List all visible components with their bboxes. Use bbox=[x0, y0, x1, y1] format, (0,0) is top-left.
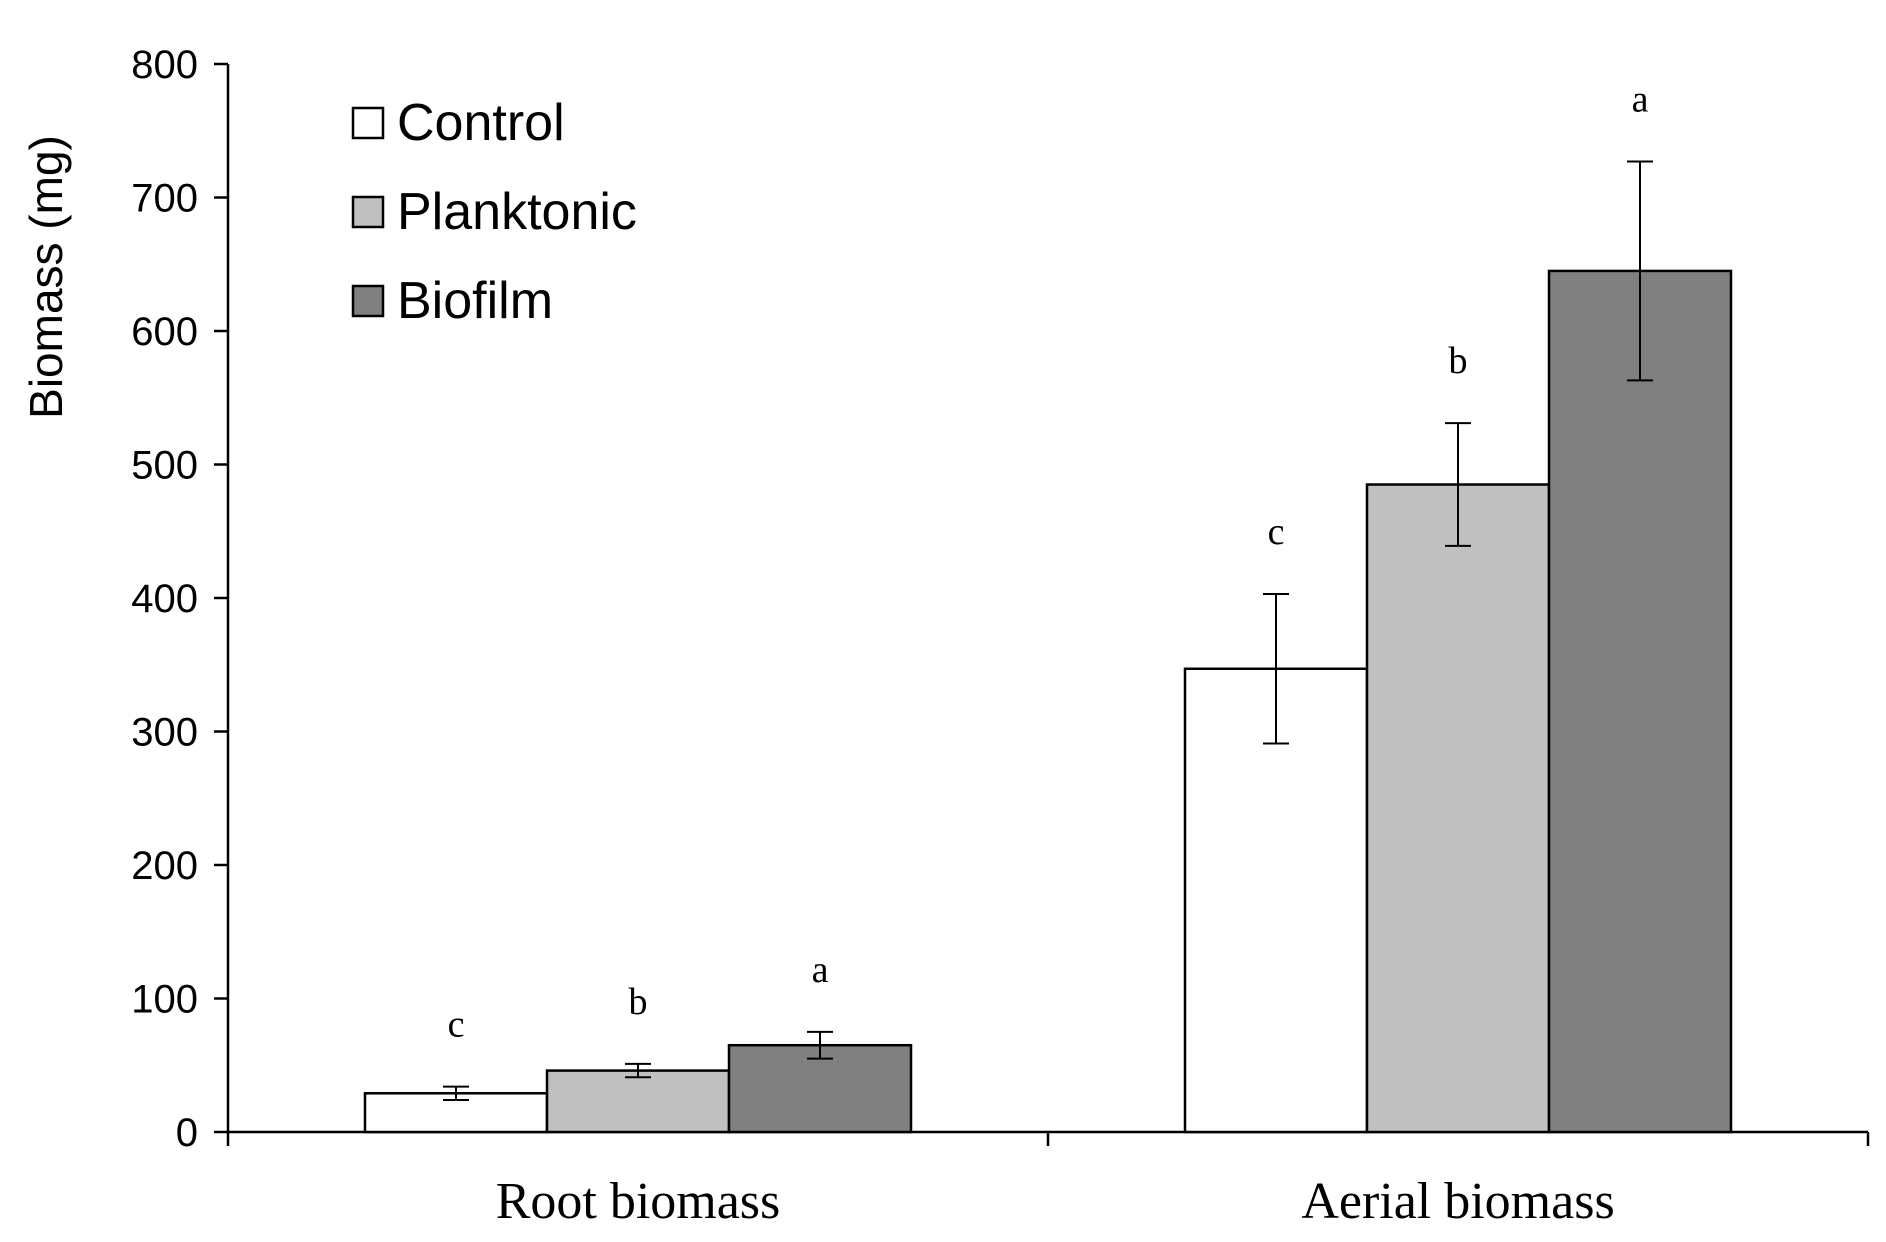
significance-labels: c b a c b a bbox=[448, 78, 1649, 1045]
y-axis-ticks: 0 100 200 300 400 500 600 700 800 bbox=[131, 43, 228, 1155]
y-tick-label: 800 bbox=[131, 43, 198, 87]
y-tick-label: 600 bbox=[131, 310, 198, 354]
y-axis-title: Biomass (mg) bbox=[20, 135, 72, 419]
legend-swatch bbox=[351, 106, 385, 140]
bar-planktonic-aerial bbox=[1365, 483, 1551, 1134]
significance-label: b bbox=[629, 981, 648, 1023]
significance-label: a bbox=[1632, 78, 1649, 120]
legend-label: Planktonic bbox=[397, 183, 637, 241]
significance-label: c bbox=[448, 1004, 465, 1046]
y-tick-label: 200 bbox=[131, 844, 198, 888]
category-labels: Root biomass Aerial biomass bbox=[496, 1173, 1615, 1230]
y-tick-label: 100 bbox=[131, 978, 198, 1022]
significance-label: b bbox=[1449, 340, 1468, 382]
bars bbox=[363, 269, 1733, 1134]
y-tick-label: 400 bbox=[131, 577, 198, 621]
legend-label: Control bbox=[397, 94, 565, 152]
legend-swatch bbox=[351, 195, 385, 229]
error-bars bbox=[443, 160, 1653, 1101]
bar-planktonic-root bbox=[545, 1069, 731, 1134]
legend-label: Biofilm bbox=[397, 272, 553, 330]
y-tick-label: 500 bbox=[131, 444, 198, 488]
y-tick-label: 0 bbox=[176, 1111, 198, 1155]
x-axis-ticks bbox=[226, 1132, 1870, 1146]
bar-biofilm-root bbox=[727, 1043, 913, 1134]
significance-label: c bbox=[1268, 511, 1285, 553]
bar-biofilm-aerial bbox=[1547, 269, 1733, 1134]
significance-label: a bbox=[812, 949, 829, 991]
category-label: Root biomass bbox=[496, 1173, 781, 1230]
legend: Control Planktonic Biofilm bbox=[351, 94, 637, 330]
y-tick-label: 700 bbox=[131, 177, 198, 221]
category-label: Aerial biomass bbox=[1301, 1173, 1614, 1230]
y-tick-label: 300 bbox=[131, 711, 198, 755]
legend-swatch bbox=[351, 284, 385, 318]
bar-control-aerial bbox=[1183, 667, 1369, 1134]
